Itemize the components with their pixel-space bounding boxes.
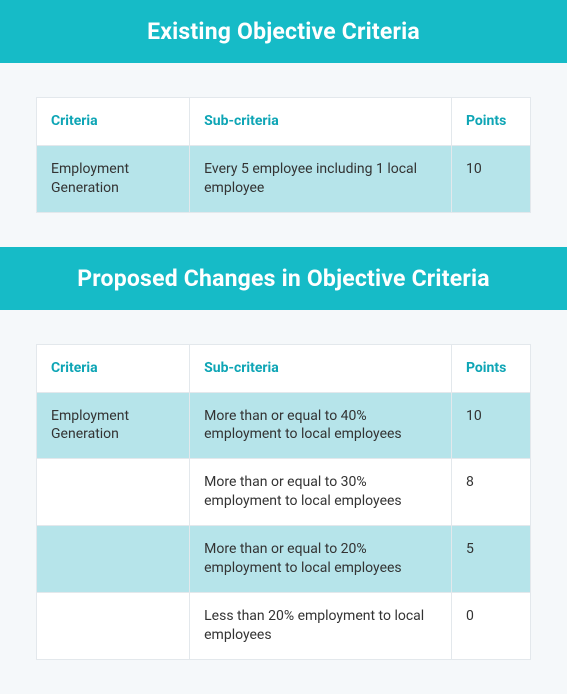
col-header-sub-criteria: Sub-criteria xyxy=(190,98,452,146)
cell-sub-criteria: Less than 20% employment to local employ… xyxy=(190,592,452,659)
cell-criteria xyxy=(37,592,190,659)
table-wrap-proposed: Criteria Sub-criteria Points Employment … xyxy=(0,310,567,694)
table-row: Employment Generation More than or equal… xyxy=(37,392,531,459)
col-header-criteria: Criteria xyxy=(37,98,190,146)
cell-points: 10 xyxy=(451,392,530,459)
cell-sub-criteria: Every 5 employee including 1 local emplo… xyxy=(190,145,452,212)
cell-points: 8 xyxy=(451,459,530,526)
cell-points: 10 xyxy=(451,145,530,212)
section-header-existing: Existing Objective Criteria xyxy=(0,0,567,63)
cell-points: 0 xyxy=(451,592,530,659)
cell-criteria xyxy=(37,459,190,526)
table-existing: Criteria Sub-criteria Points Employment … xyxy=(36,97,531,213)
col-header-criteria: Criteria xyxy=(37,344,190,392)
section-header-proposed: Proposed Changes in Objective Criteria xyxy=(0,247,567,310)
table-row: Less than 20% employment to local employ… xyxy=(37,592,531,659)
table-wrap-existing: Criteria Sub-criteria Points Employment … xyxy=(0,63,567,247)
col-header-points: Points xyxy=(451,344,530,392)
cell-criteria xyxy=(37,526,190,593)
col-header-sub-criteria: Sub-criteria xyxy=(190,344,452,392)
cell-points: 5 xyxy=(451,526,530,593)
table-proposed: Criteria Sub-criteria Points Employment … xyxy=(36,344,531,660)
cell-sub-criteria: More than or equal to 30% employment to … xyxy=(190,459,452,526)
table-row: More than or equal to 20% employment to … xyxy=(37,526,531,593)
col-header-points: Points xyxy=(451,98,530,146)
cell-sub-criteria: More than or equal to 40% employment to … xyxy=(190,392,452,459)
table-row: More than or equal to 30% employment to … xyxy=(37,459,531,526)
table-row: Employment Generation Every 5 employee i… xyxy=(37,145,531,212)
cell-sub-criteria: More than or equal to 20% employment to … xyxy=(190,526,452,593)
cell-criteria: Employment Generation xyxy=(37,392,190,459)
cell-criteria: Employment Generation xyxy=(37,145,190,212)
